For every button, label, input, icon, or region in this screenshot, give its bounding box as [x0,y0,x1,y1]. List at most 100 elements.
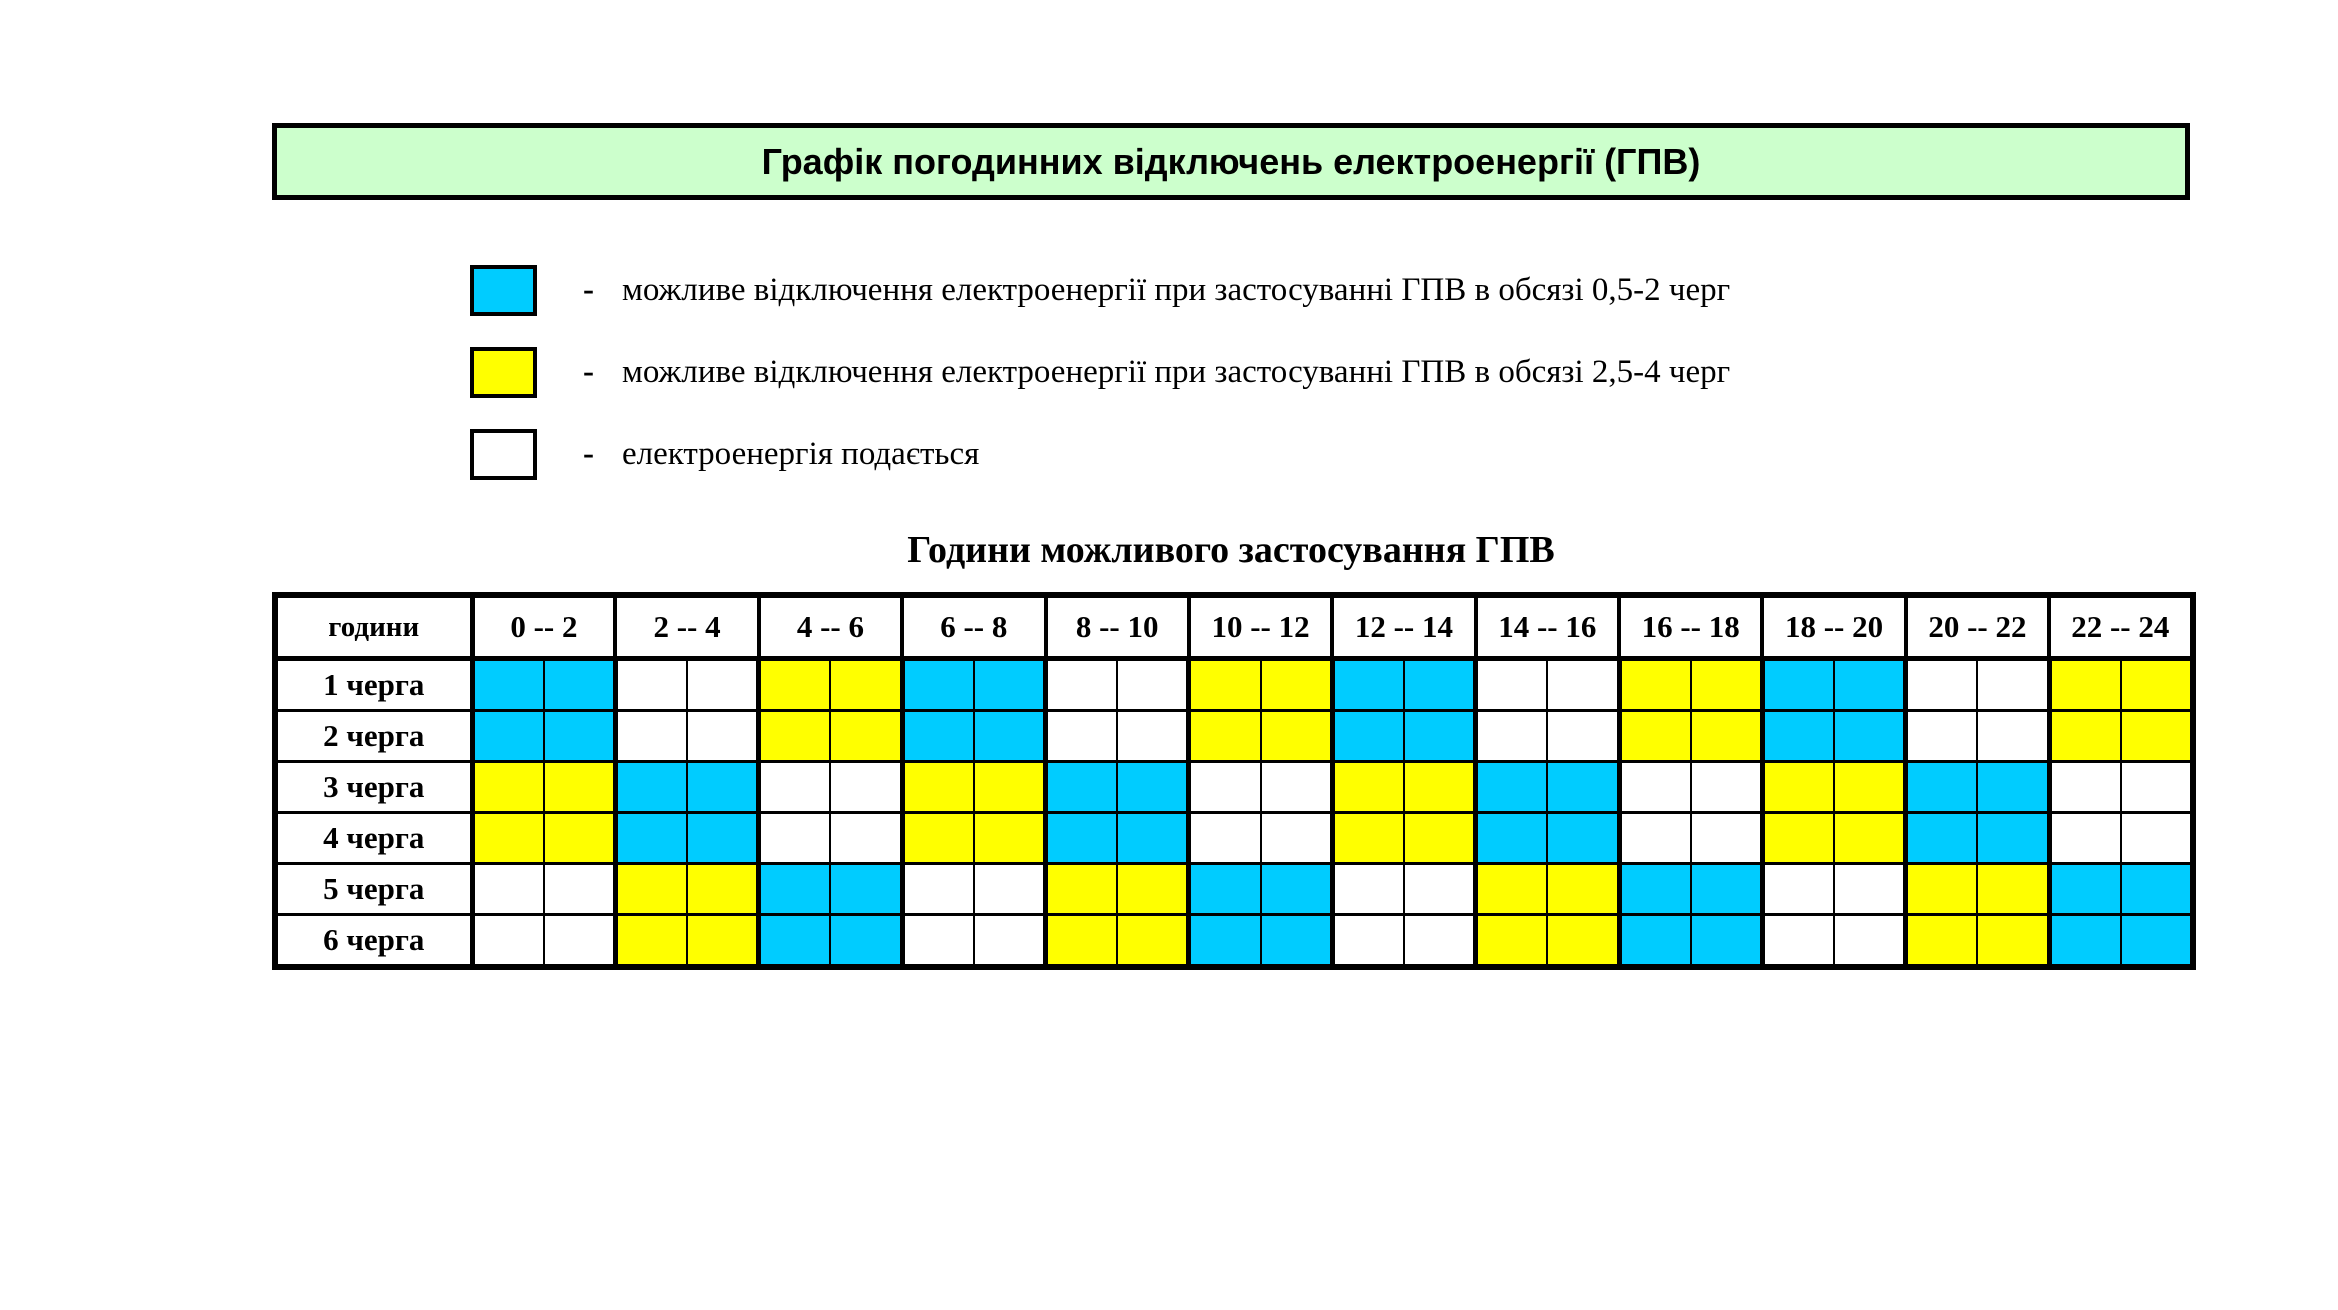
schedule-cell [1546,709,1620,763]
schedule-cell [829,913,904,968]
schedule-cell [469,913,545,968]
schedule-cell [1402,760,1477,814]
schedule-cell [612,811,689,865]
schedule-cell [542,760,617,814]
schedule-cell [829,862,904,916]
legend-separator: - [583,436,594,472]
schedule-cell [469,760,545,814]
schedule-cell [2046,760,2122,814]
row-label-cell: 6 черга [274,913,475,968]
schedule-cell [1976,657,2051,712]
schedule-cell [1903,760,1979,814]
schedule-cell [612,862,689,916]
schedule-cell [1903,913,1979,968]
schedule-cell [1833,760,1907,814]
row-label-cell: 2 черга [274,709,475,763]
schedule-cell [2046,709,2122,763]
row-label-cell: 5 черга [274,862,475,916]
schedule-cell [1329,862,1405,916]
schedule-cell [686,657,760,712]
schedule-cell [829,657,904,712]
schedule-cell [829,709,904,763]
schedule-cell [899,811,975,865]
schedule-cell [1546,862,1620,916]
schedule-cell [2046,657,2122,712]
schedule-cell [1186,760,1262,814]
schedule-cell [686,862,760,916]
schedule-cell [1473,811,1549,865]
schedule-cell [972,709,1047,763]
schedule-cell [829,760,904,814]
schedule-cell [1976,862,2051,916]
schedule-cell [1259,913,1334,968]
time-header-cell: 6 -- 8 [900,593,1048,661]
schedule-cell [1689,862,1764,916]
schedule-cell [1329,760,1405,814]
schedule-cell [899,657,975,712]
schedule-cell [899,709,975,763]
time-header-cell: 10 -- 12 [1186,593,1335,661]
schedule-cell [469,709,545,763]
schedule-cell [1186,657,1262,712]
row-label-cell: 3 черга [274,760,475,814]
schedule-cell [1689,709,1764,763]
schedule-cell [756,760,832,814]
schedule-cell [1043,657,1119,712]
schedule-row: 3 черга [274,760,2194,814]
time-header-cell: 22 -- 24 [2047,593,2195,661]
schedule-cell [1116,811,1190,865]
schedule-cell [1833,811,1907,865]
schedule-cell [1833,913,1907,968]
schedule-cell [1546,913,1620,968]
schedule-cell [1473,913,1549,968]
schedule-cell [542,657,617,712]
schedule-cell [1689,913,1764,968]
schedule-cell [756,862,832,916]
schedule-cell [1759,760,1836,814]
schedule-cell [2119,709,2194,763]
schedule-cell [469,657,545,712]
schedule-cell [756,709,832,763]
schedule-cell [612,760,689,814]
schedule-cell [1329,913,1405,968]
legend-swatch-blue-icon [470,265,537,316]
schedule-cell [1546,760,1620,814]
schedule-cell [1116,862,1190,916]
schedule-cell [2119,760,2194,814]
schedule-cell [756,913,832,968]
schedule-row: 6 черга [274,913,2194,968]
schedule-cell [542,913,617,968]
schedule-cell [1903,709,1979,763]
schedule-cell [1186,862,1262,916]
schedule-cell [1402,811,1477,865]
schedule-cell [1689,811,1764,865]
schedule-cell [612,709,689,763]
schedule-cell [1259,657,1334,712]
schedule-cell [1043,760,1119,814]
corner-header-cell: години [273,593,475,661]
schedule-cell [1903,811,1979,865]
schedule-cell [1402,657,1477,712]
schedule-cell [2046,862,2122,916]
schedule-cell [1116,657,1190,712]
schedule-cell [899,913,975,968]
legend: - можливе відключення електроенергії при… [470,265,1730,511]
time-header-cell: 16 -- 18 [1616,593,1765,661]
row-label-cell: 4 черга [274,811,475,865]
schedule-cell [686,709,760,763]
schedule-cell [1043,913,1119,968]
schedule-cell [972,657,1047,712]
schedule-cell [469,811,545,865]
schedule-cell [756,657,832,712]
time-header-cell: 0 -- 2 [469,593,618,661]
schedule-cell [686,913,760,968]
schedule-cell [1759,862,1836,916]
time-header-cell: 12 -- 14 [1330,593,1478,661]
schedule-cell [1616,657,1692,712]
schedule-cell [542,811,617,865]
schedule-cell [1616,913,1692,968]
legend-separator: - [583,354,594,390]
legend-item: - електроенергія подається [470,429,1730,480]
title-banner: Графік погодинних відключень електроенер… [272,123,2190,200]
schedule-cell [1186,811,1262,865]
